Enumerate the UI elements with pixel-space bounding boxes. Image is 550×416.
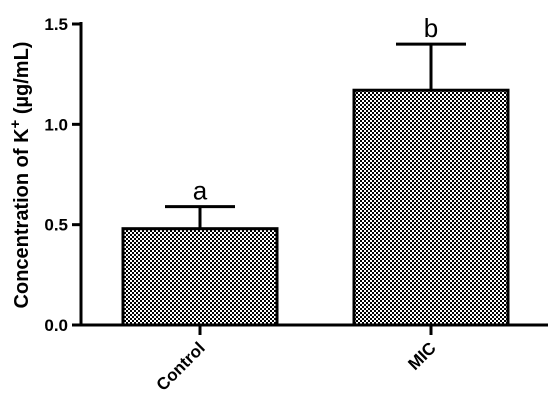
bar-control	[121, 227, 279, 327]
x-tick-label-control: Control	[153, 338, 209, 394]
y-axis-title-superscript: +	[7, 119, 24, 128]
y-tick-label: 0.0	[44, 316, 68, 335]
significance-label-mic: b	[424, 13, 438, 43]
y-tick-label: 0.5	[44, 216, 68, 235]
y-axis-title: Concentration of K+ (µg/mL)	[7, 42, 33, 309]
bar-mic	[352, 88, 510, 327]
significance-label-control: a	[193, 176, 208, 206]
x-tick-label-mic: MIC	[404, 338, 439, 373]
y-tick-label: 1.0	[44, 115, 68, 134]
y-axis-title-prefix: Concentration of K	[11, 128, 33, 309]
y-axis-title-suffix: (µg/mL)	[11, 42, 33, 120]
y-tick-label: 1.5	[44, 15, 68, 34]
plot-area: a b 0.0 0.5 1.0 1.5 Control MIC	[44, 13, 548, 395]
